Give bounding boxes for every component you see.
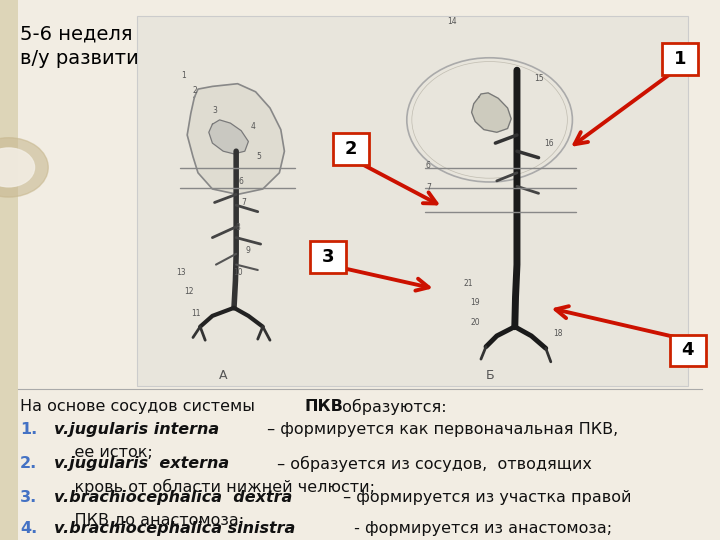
Text: ее исток;: ее исток; [54,445,153,460]
Text: v.jugularis interna: v.jugularis interna [54,422,219,437]
FancyBboxPatch shape [333,133,369,165]
FancyBboxPatch shape [662,43,698,75]
Polygon shape [472,93,511,132]
Text: 7: 7 [426,183,431,192]
Text: 5: 5 [257,152,261,161]
Text: ПКВ до анастомоза;: ПКВ до анастомоза; [54,513,244,528]
Text: 2: 2 [345,140,358,158]
Text: 3: 3 [321,248,334,266]
Text: 20: 20 [470,318,480,327]
Bar [0,0,18,540]
Text: 12: 12 [184,287,194,296]
Text: - формируется из анастомоза;: - формируется из анастомоза; [349,521,612,536]
Text: 16: 16 [544,139,554,148]
Polygon shape [209,120,248,154]
Text: Б: Б [485,369,494,382]
Text: – формируется как первоначальная ПКВ,: – формируется как первоначальная ПКВ, [261,422,618,437]
Text: ПКВ: ПКВ [305,399,343,414]
Text: 2: 2 [192,86,197,95]
Text: 10: 10 [233,268,243,278]
Text: 15: 15 [534,74,544,83]
Text: 6: 6 [239,177,243,186]
Text: 13: 13 [176,268,186,278]
Text: – формируется из участка правой: – формируется из участка правой [338,490,631,505]
Text: 5-6 неделя
в/у развития: 5-6 неделя в/у развития [20,24,150,68]
Text: 11: 11 [191,309,201,318]
Text: На основе сосудов системы: На основе сосудов системы [20,399,260,414]
Text: 9: 9 [246,246,251,255]
Text: 8: 8 [235,222,240,232]
Text: v.brachiocephalica sinistra: v.brachiocephalica sinistra [54,521,295,536]
Text: 4: 4 [251,122,256,131]
Text: 14: 14 [447,17,457,26]
Text: v.jugularis  externa: v.jugularis externa [54,456,229,471]
Circle shape [0,138,48,197]
Text: 21: 21 [463,279,473,288]
Polygon shape [187,84,284,194]
Text: 19: 19 [470,298,480,307]
Text: 4.: 4. [20,521,37,536]
Text: 4: 4 [681,341,694,360]
Text: 18: 18 [553,329,563,338]
Text: 7: 7 [241,198,246,207]
Text: 1: 1 [674,50,687,68]
Text: – образуется из сосудов,  отводящих: – образуется из сосудов, отводящих [272,456,593,472]
Text: 1: 1 [181,71,186,80]
Text: 6: 6 [426,161,431,171]
Circle shape [0,148,35,187]
Text: v.brachiocephalica  dextra: v.brachiocephalica dextra [54,490,292,505]
FancyBboxPatch shape [670,335,706,366]
Text: 3.: 3. [20,490,37,505]
Text: А: А [219,369,228,382]
Text: кровь от области нижней челюсти;: кровь от области нижней челюсти; [54,479,375,495]
Text: 2.: 2. [20,456,37,471]
Text: образуются:: образуются: [337,399,446,415]
FancyBboxPatch shape [137,16,688,386]
Text: 1.: 1. [20,422,37,437]
Text: 3: 3 [212,106,217,116]
FancyBboxPatch shape [310,241,346,273]
